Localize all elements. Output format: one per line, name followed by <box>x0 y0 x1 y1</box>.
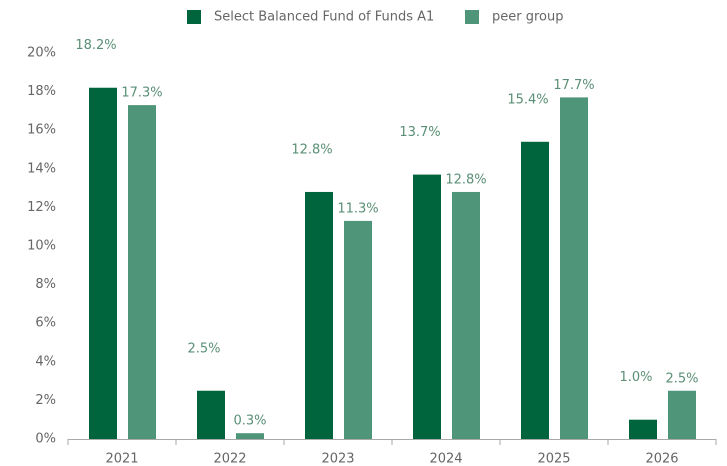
bar <box>305 191 333 439</box>
legend-label: Select Balanced Fund of Funds A1 <box>214 10 434 25</box>
bar <box>668 390 696 439</box>
y-tick-label: 10% <box>27 239 56 254</box>
x-tick-label: 2026 <box>645 452 678 466</box>
value-label: 13.7% <box>399 125 440 140</box>
y-tick-label: 20% <box>27 46 56 61</box>
bar <box>521 141 549 439</box>
bar <box>236 433 264 439</box>
bar <box>560 97 588 439</box>
y-tick-label: 4% <box>35 354 56 369</box>
value-label: 15.4% <box>507 92 548 107</box>
legend-label: peer group <box>492 10 563 25</box>
bar <box>128 105 156 440</box>
x-tick-label: 2022 <box>213 452 246 466</box>
y-tick-label: 0% <box>35 432 56 447</box>
bar <box>413 174 441 439</box>
bar <box>89 87 117 440</box>
value-label: 0.3% <box>233 414 266 429</box>
value-label: 18.2% <box>75 38 116 53</box>
value-label: 12.8% <box>445 172 486 187</box>
bar <box>629 419 657 439</box>
y-tick-label: 8% <box>35 277 56 292</box>
y-tick-label: 18% <box>27 84 56 99</box>
y-tick-label: 16% <box>27 123 56 138</box>
bar <box>197 390 225 439</box>
value-label: 17.3% <box>121 86 162 101</box>
legend-swatch <box>465 10 479 24</box>
x-tick-label: 2023 <box>321 452 354 466</box>
x-tick-label: 2021 <box>105 452 138 466</box>
y-tick-label: 2% <box>35 393 56 408</box>
x-tick-label: 2025 <box>537 452 570 466</box>
y-tick-label: 14% <box>27 161 56 176</box>
value-label: 2.5% <box>187 341 220 356</box>
y-tick-label: 12% <box>27 200 56 215</box>
bar <box>452 191 480 439</box>
legend-swatch <box>187 10 201 24</box>
value-label: 17.7% <box>553 78 594 93</box>
value-label: 2.5% <box>665 371 698 386</box>
value-label: 11.3% <box>337 201 378 216</box>
value-label: 1.0% <box>619 370 652 385</box>
bar <box>344 220 372 439</box>
value-label: 12.8% <box>291 142 332 157</box>
x-tick-label: 2024 <box>429 452 462 466</box>
y-tick-label: 6% <box>35 316 56 331</box>
